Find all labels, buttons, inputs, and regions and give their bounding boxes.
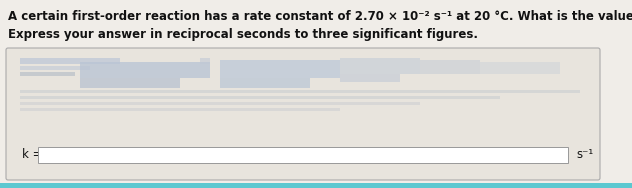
- Bar: [20, 96, 500, 99]
- Text: Express your answer in reciprocal seconds to three significant figures.: Express your answer in reciprocal second…: [8, 28, 478, 41]
- Bar: [220, 60, 340, 78]
- Bar: [20, 72, 75, 76]
- Text: k =: k =: [22, 149, 42, 161]
- Bar: [80, 62, 210, 78]
- Bar: [340, 58, 420, 74]
- FancyBboxPatch shape: [6, 48, 600, 180]
- Bar: [480, 62, 560, 74]
- Bar: [220, 78, 310, 88]
- Text: A certain first-order reaction has a rate constant of 2.70 × 10⁻² s⁻¹ at 20 °C. : A certain first-order reaction has a rat…: [8, 10, 632, 23]
- Bar: [20, 58, 120, 64]
- Bar: [340, 74, 400, 82]
- Bar: [0, 183, 632, 188]
- Bar: [20, 108, 340, 111]
- Bar: [80, 78, 180, 88]
- Bar: [20, 102, 420, 105]
- Bar: [200, 58, 210, 64]
- Bar: [38, 147, 568, 163]
- Text: s⁻¹: s⁻¹: [576, 149, 593, 161]
- Bar: [20, 90, 580, 93]
- Bar: [420, 60, 480, 74]
- Bar: [20, 66, 90, 70]
